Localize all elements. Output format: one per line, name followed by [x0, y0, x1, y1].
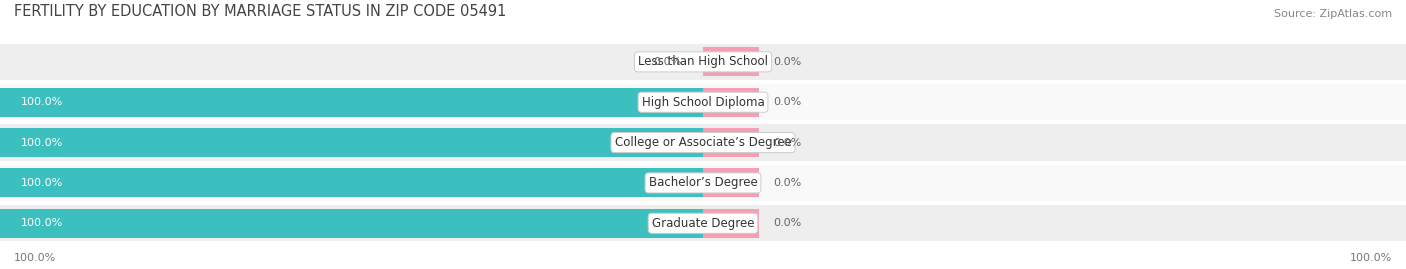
Text: 100.0%: 100.0%: [1350, 253, 1392, 263]
Bar: [0, 205, 1406, 242]
Text: 100.0%: 100.0%: [21, 178, 63, 188]
Text: Source: ZipAtlas.com: Source: ZipAtlas.com: [1274, 9, 1392, 19]
Text: College or Associate’s Degree: College or Associate’s Degree: [614, 136, 792, 149]
Text: 0.0%: 0.0%: [773, 97, 801, 107]
Bar: [703, 47, 759, 76]
Text: 0.0%: 0.0%: [773, 137, 801, 148]
Text: 0.0%: 0.0%: [773, 57, 801, 67]
Bar: [703, 209, 759, 238]
Bar: [0, 44, 1406, 80]
Bar: [0, 165, 1406, 201]
Bar: [703, 128, 759, 157]
Bar: [0, 128, 703, 157]
Text: 0.0%: 0.0%: [773, 178, 801, 188]
Text: 100.0%: 100.0%: [21, 137, 63, 148]
Text: 0.0%: 0.0%: [773, 218, 801, 228]
Text: 100.0%: 100.0%: [14, 253, 56, 263]
Text: 100.0%: 100.0%: [21, 97, 63, 107]
Bar: [0, 84, 1406, 121]
Text: Bachelor’s Degree: Bachelor’s Degree: [648, 176, 758, 189]
Text: Less than High School: Less than High School: [638, 55, 768, 68]
Text: Graduate Degree: Graduate Degree: [652, 217, 754, 230]
Bar: [0, 88, 703, 117]
Bar: [0, 168, 703, 197]
Text: FERTILITY BY EDUCATION BY MARRIAGE STATUS IN ZIP CODE 05491: FERTILITY BY EDUCATION BY MARRIAGE STATU…: [14, 4, 506, 19]
Text: 0.0%: 0.0%: [654, 57, 682, 67]
Bar: [703, 168, 759, 197]
Text: High School Diploma: High School Diploma: [641, 96, 765, 109]
Bar: [703, 88, 759, 117]
Text: 100.0%: 100.0%: [21, 218, 63, 228]
Bar: [0, 124, 1406, 161]
Bar: [0, 209, 703, 238]
